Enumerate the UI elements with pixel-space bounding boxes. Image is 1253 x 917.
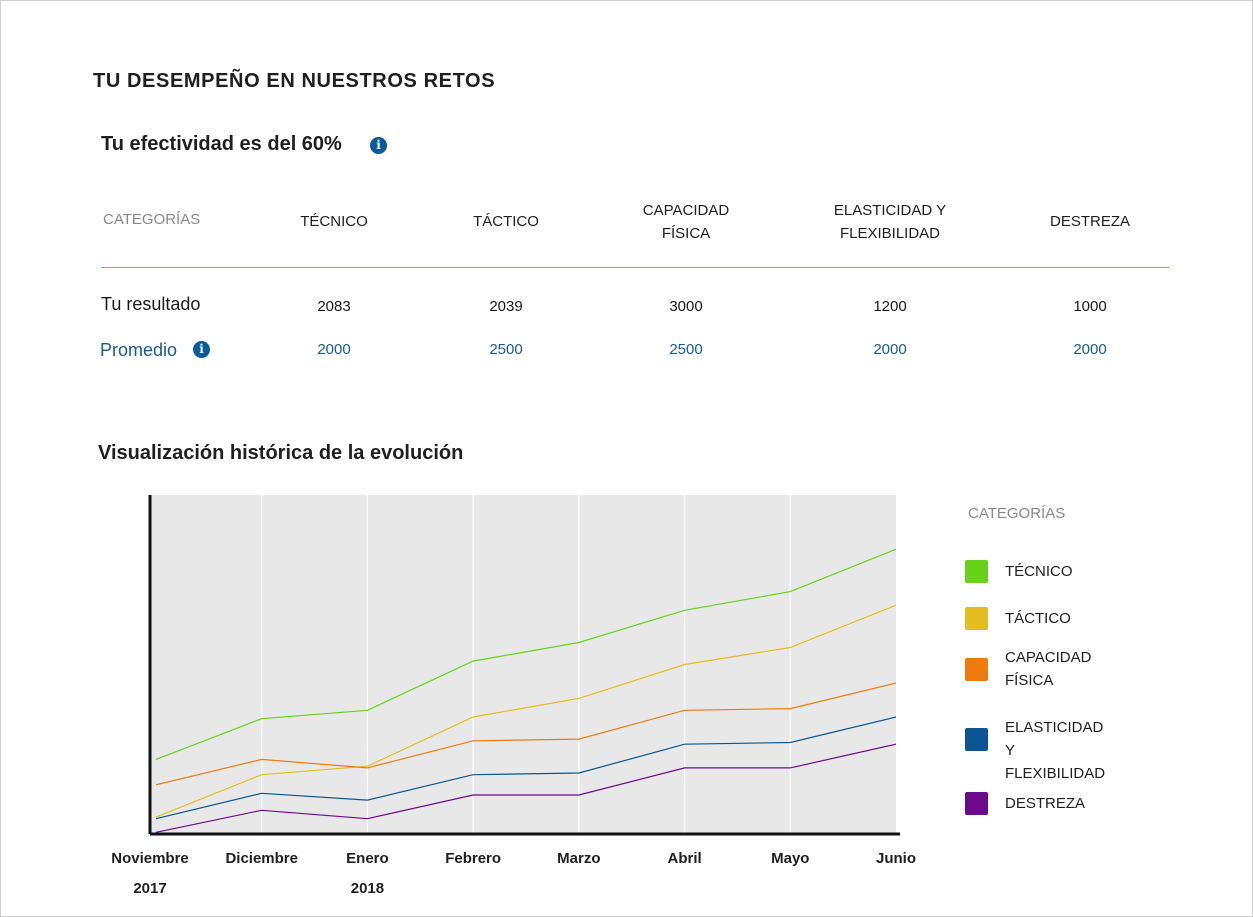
x-tick-label: Diciembre [225,850,298,867]
legend-swatch [965,658,988,681]
result-tecnico: 2083 [317,298,351,315]
legend-swatch [965,792,988,815]
table-header-label: CATEGORÍAS [103,211,201,228]
average-destreza: 2000 [1073,341,1107,358]
series-line-2 [155,682,897,786]
average-tecnico: 2000 [317,341,351,358]
result-destreza: 1000 [1073,298,1107,315]
x-tick-label: Abril [667,850,701,867]
column-header-tecnico: TÉCNICO [300,213,368,230]
plot-area [150,495,896,834]
result-capacidad-fisica: 3000 [669,298,703,315]
result-tactico: 2039 [489,298,523,315]
x-tick-year-label: 2017 [133,880,166,897]
history-title: Visualización histórica de la evolución [98,442,464,464]
result-elasticidad: 1200 [873,298,907,315]
x-tick-label: Febrero [445,850,501,867]
x-tick-label: Junio [876,850,916,867]
legend-swatch [965,607,988,630]
legend-label: DESTREZA [1005,795,1086,812]
table-divider [101,267,1169,268]
series-line-1 [155,604,897,818]
series-line-0 [155,548,897,760]
history-line-chart: Noviembre 2017 Diciembre Enero 2018 Febrero Ma… [111,495,916,897]
average-capacidad-fisica: 2500 [669,341,703,358]
result-row-label: Tu resultado [101,294,201,314]
legend-label: ELASTICIDAD Y FLEXIBILIDAD [1005,719,1106,782]
column-header-tactico: TÁCTICO [473,213,539,230]
series-line-4 [155,743,897,833]
column-header-destreza: DESTREZA [1049,213,1130,230]
effectiveness-heading: Tu efectividad es del 60% [101,133,342,155]
page-title: TU DESEMPEÑO EN NUESTROS RETOS [93,70,496,92]
legend-title: CATEGORÍAS [968,505,1066,522]
x-tick-year-label: 2018 [351,880,384,897]
series-line-3 [155,716,897,820]
legend-label: CAPACIDAD FÍSICA [1005,649,1092,689]
average-row-label[interactable]: Promedio [100,340,178,360]
average-tactico: 2500 [489,341,523,358]
average-elasticidad: 2000 [873,341,907,358]
info-icon[interactable]: i [370,137,387,154]
legend-swatch [965,728,988,751]
legend-swatch [965,560,988,583]
x-tick-label: Noviembre [111,850,189,867]
x-tick-label: Marzo [557,850,600,867]
x-tick-label: Mayo [771,850,809,867]
info-icon[interactable]: i [193,341,210,358]
column-header-capacidad-fisica: CAPACIDAD FÍSICA [642,202,730,242]
legend-label: TÉCNICO [1005,563,1073,580]
column-header-elasticidad: ELASTICIDAD Y FLEXIBILIDAD [833,202,947,242]
x-tick-label: Enero [346,850,389,867]
legend-label: TÁCTICO [1005,610,1071,627]
